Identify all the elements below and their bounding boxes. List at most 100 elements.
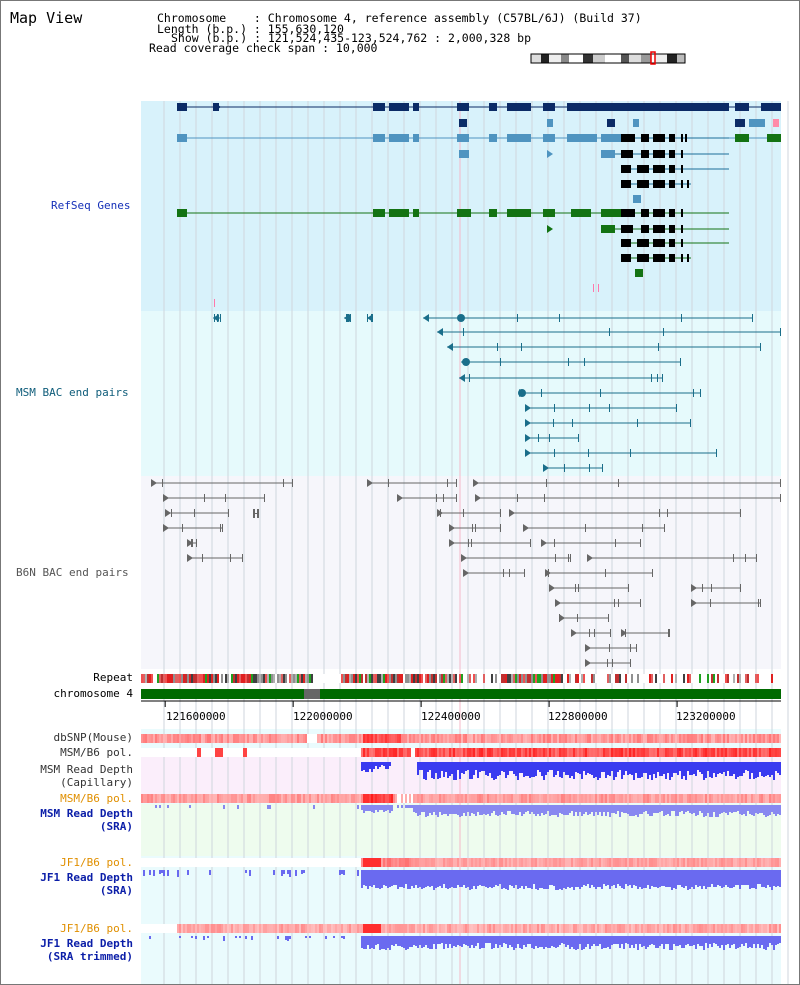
jf1-pol-heat-cell	[225, 858, 227, 867]
jf1-pol2-heat-cell	[431, 924, 433, 933]
msm-sra-depth-bar	[685, 805, 687, 812]
msm-pol-heat-cell	[681, 748, 683, 757]
jf1-pol-heat-cell	[557, 858, 559, 867]
bac-end-tick	[681, 314, 682, 322]
gene-exon	[641, 150, 649, 158]
jf1-pol-heat-cell	[357, 858, 359, 867]
ideogram-band	[655, 54, 667, 63]
track-label-b6n-bac[interactable]: B6N BAC end pairs	[16, 566, 129, 579]
repeat-segment	[711, 674, 713, 683]
msm-pol2-heat-cell	[643, 794, 645, 803]
msm-capillary-depth-bar	[499, 762, 501, 775]
jf1-trimmed-depth-bar	[333, 936, 335, 938]
repeat-segment	[279, 674, 281, 683]
msm-pol-heat-cell	[169, 748, 171, 757]
bac-end-tick	[202, 554, 203, 562]
dbsnp-heat-cell	[217, 734, 219, 743]
repeat-segment	[719, 674, 721, 683]
msm-sra-depth-bar	[473, 805, 475, 814]
msm-pol-heat-cell	[637, 748, 639, 757]
jf1-sra-depth-bar	[495, 870, 497, 885]
repeat-segment	[249, 674, 251, 683]
msm-pol2-heat-cell	[713, 794, 715, 803]
msm-capillary-depth-bar	[381, 762, 383, 765]
gene-exon	[593, 284, 594, 292]
repeat-segment	[693, 674, 695, 683]
msm-capillary-depth-bar	[769, 762, 771, 777]
msm-capillary-depth-bar	[647, 762, 649, 779]
msm-pol-heat-cell	[241, 748, 243, 757]
repeat-segment	[755, 674, 757, 683]
repeat-segment	[443, 674, 445, 683]
msm-sra-depth-bar	[735, 805, 737, 812]
msm-sra-depth-bar	[491, 805, 493, 813]
jf1-pol-heat-cell	[365, 858, 367, 867]
dbsnp-heat-cell	[755, 734, 757, 743]
jf1-sra-depth-bar	[701, 870, 703, 889]
jf1-sra-depth-bar	[553, 870, 555, 886]
msm-pol2-heat-cell	[273, 794, 275, 803]
jf1-pol-heat-cell	[199, 858, 201, 867]
msm-pol-heat-cell	[483, 748, 485, 757]
jf1-pol2-heat-cell	[541, 924, 543, 933]
msm-capillary-depth-bar	[425, 762, 427, 780]
jf1-sra-depth-bar	[381, 870, 383, 888]
jf1-sra-depth-bar	[403, 870, 405, 888]
repeat-segment	[393, 674, 395, 683]
msm-pol2-heat-cell	[303, 794, 305, 803]
dbsnp-heat-cell	[645, 734, 647, 743]
msm-capillary-depth-bar	[449, 762, 451, 776]
bac-end-tick	[589, 629, 590, 637]
msm-pol2-heat-cell	[485, 794, 487, 803]
jf1-trimmed-depth-bar	[469, 936, 471, 948]
msm-pol2-heat-cell	[365, 794, 367, 803]
track-label-msm-bac[interactable]: MSM BAC end pairs	[16, 386, 129, 399]
jf1-sra-depth-bar	[627, 870, 629, 886]
jf1-sra-depth-bar	[441, 870, 443, 888]
repeat-segment	[571, 674, 573, 683]
track-label-refseq-genes[interactable]: RefSeq Genes	[51, 199, 131, 212]
jf1-pol-heat-cell	[333, 858, 335, 867]
msm-pol-heat-cell	[219, 748, 221, 757]
msm-sra-depth-bar	[771, 805, 773, 812]
jf1-pol-heat-cell	[243, 858, 245, 867]
repeat-segment	[219, 674, 221, 683]
msm-sra-depth-bar	[417, 805, 419, 816]
jf1-pol-heat-cell	[579, 858, 581, 867]
gene-exon	[543, 134, 555, 142]
msm-capillary-depth-bar	[755, 762, 757, 778]
jf1-pol2-heat-cell	[245, 924, 247, 933]
msm-pol-heat-cell	[751, 748, 753, 757]
jf1-pol-heat-cell	[459, 858, 461, 867]
msm-pol2-heat-cell	[517, 794, 519, 803]
track-label-msm-depth-sra: MSM Read Depth	[40, 807, 133, 820]
dbsnp-heat-cell	[711, 734, 713, 743]
jf1-pol2-heat-cell	[159, 924, 161, 933]
jf1-pol2-heat-cell	[751, 924, 753, 933]
jf1-sra-depth-bar	[545, 870, 547, 889]
jf1-sra-depth-bar	[663, 870, 665, 886]
jf1-pol2-heat-cell	[221, 924, 223, 933]
jf1-pol2-heat-cell	[547, 924, 549, 933]
msm-sra-depth-bar	[467, 805, 469, 812]
jf1-pol2-heat-cell	[273, 924, 275, 933]
msm-sra-depth-bar	[477, 805, 479, 812]
jf1-pol2-heat-cell	[459, 924, 461, 933]
dbsnp-heat-cell	[279, 734, 281, 743]
jf1-pol2-heat-cell	[395, 924, 397, 933]
msm-pol2-heat-cell	[375, 794, 377, 803]
msm-capillary-depth-bar	[731, 762, 733, 776]
bac-end-tick	[549, 434, 550, 442]
dbsnp-heat-cell	[471, 734, 473, 743]
msm-sra-depth-bar	[641, 805, 643, 814]
repeat-segment	[529, 674, 531, 683]
jf1-sra-depth-bar	[601, 870, 603, 889]
jf1-trimmed-depth-bar	[743, 936, 745, 946]
msm-pol-heat-cell	[473, 748, 475, 757]
jf1-trimmed-depth-bar	[729, 936, 731, 948]
msm-pol-heat-cell	[409, 748, 411, 757]
msm-sra-depth-bar	[635, 805, 637, 815]
msm-pol-heat-cell	[491, 748, 493, 757]
msm-pol-heat-cell	[243, 748, 245, 757]
